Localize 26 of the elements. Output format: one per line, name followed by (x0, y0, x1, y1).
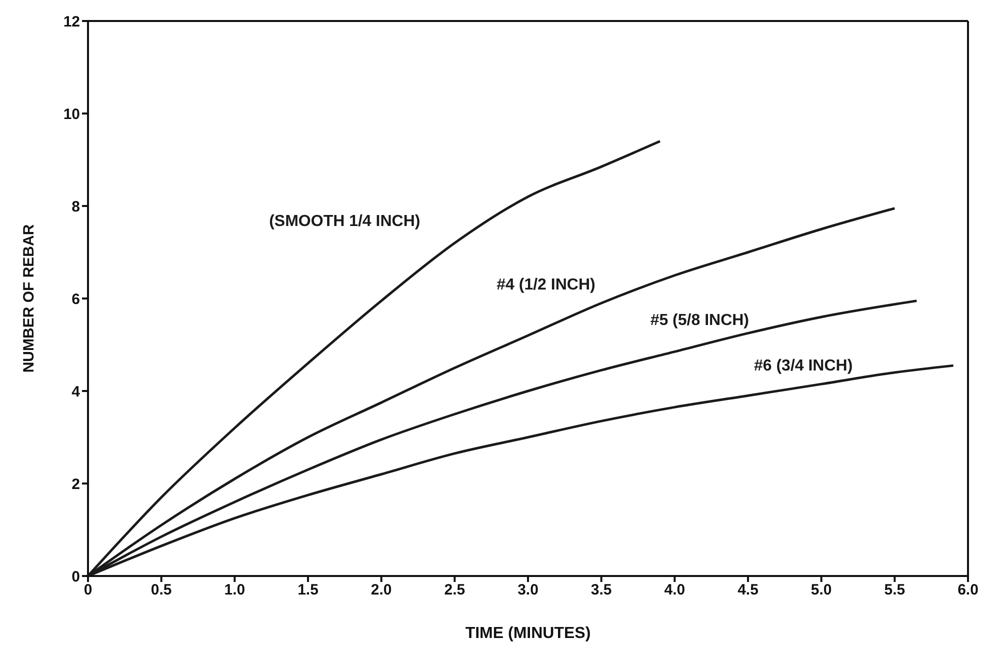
y-tick-label: 10 (63, 106, 80, 123)
x-tick-label: 6.0 (958, 582, 978, 599)
y-tick-label: 0 (72, 568, 80, 586)
series-label: #5 (5/8 INCH) (650, 312, 750, 329)
x-tick-label: 1.5 (298, 582, 318, 599)
x-tick-label: 0.5 (150, 582, 172, 599)
y-tick-label: 6 (72, 290, 80, 308)
x-tick-label: 2.5 (444, 582, 466, 599)
x-tick-label: 4.0 (664, 582, 686, 599)
series-label: #4 (1/2 INCH) (496, 276, 596, 294)
x-axis-title: TIME (MINUTES) (465, 625, 591, 642)
y-tick-label: 12 (63, 13, 80, 30)
y-tick-label: 2 (72, 476, 80, 493)
x-tick-label: 3.0 (518, 582, 538, 599)
series-label: #6 (3/4 INCH) (754, 357, 853, 374)
series-label: (SMOOTH 1/4 INCH) (269, 213, 420, 230)
x-tick-label: 2.0 (370, 582, 392, 599)
y-tick-label: 4 (72, 383, 81, 400)
x-tick-label: 5.0 (810, 582, 832, 599)
y-axis-title: NUMBER OF REBAR (20, 224, 38, 373)
x-tick-label: 3.5 (590, 582, 612, 599)
x-tick-label: 4.5 (738, 582, 758, 599)
x-tick-label: 5.5 (884, 582, 906, 599)
x-tick-label: 0 (84, 582, 92, 599)
x-tick-label: 1.0 (224, 582, 246, 599)
y-tick-label: 8 (72, 198, 80, 216)
